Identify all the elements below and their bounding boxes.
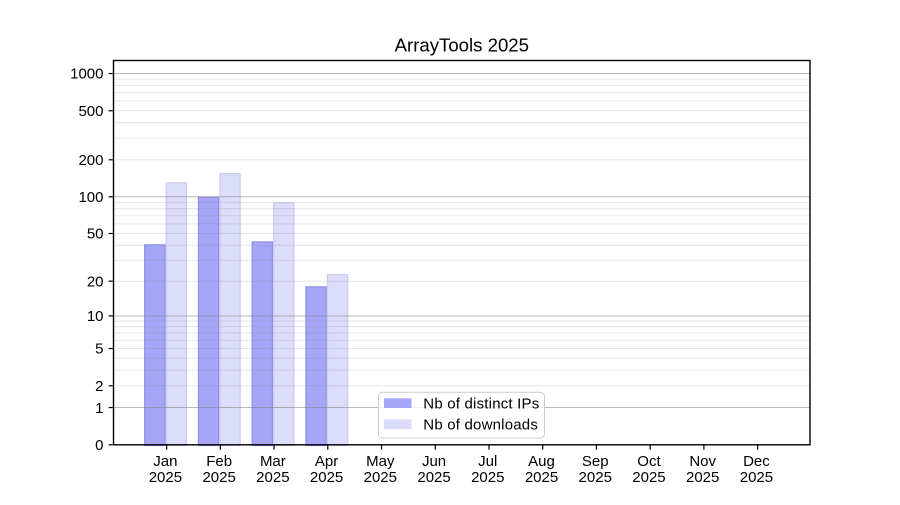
svg-text:2025: 2025 (740, 469, 773, 486)
svg-text:2025: 2025 (579, 469, 612, 486)
svg-text:2025: 2025 (417, 469, 450, 486)
svg-text:5: 5 (95, 341, 103, 358)
svg-text:Mar: Mar (260, 453, 286, 470)
svg-text:Feb: Feb (206, 453, 232, 470)
svg-text:2025: 2025 (256, 469, 289, 486)
svg-text:May: May (366, 453, 395, 470)
svg-text:Aug: Aug (528, 453, 555, 470)
svg-text:500: 500 (78, 103, 103, 120)
svg-text:Jan: Jan (153, 453, 177, 470)
svg-text:Nov: Nov (689, 453, 716, 470)
svg-text:1000: 1000 (70, 66, 103, 83)
svg-text:Dec: Dec (743, 453, 770, 470)
svg-text:Jun: Jun (422, 453, 446, 470)
svg-text:2: 2 (95, 378, 103, 395)
svg-text:10: 10 (87, 308, 104, 325)
svg-text:200: 200 (78, 152, 103, 169)
svg-text:Sep: Sep (582, 453, 609, 470)
svg-text:20: 20 (87, 273, 104, 290)
svg-text:2025: 2025 (632, 469, 665, 486)
svg-text:Nb of downloads: Nb of downloads (423, 417, 538, 434)
svg-text:ArrayTools 2025: ArrayTools 2025 (395, 35, 529, 56)
svg-text:1: 1 (95, 400, 103, 417)
svg-text:2025: 2025 (202, 469, 235, 486)
svg-text:2025: 2025 (471, 469, 504, 486)
svg-text:50: 50 (87, 226, 104, 243)
svg-text:2025: 2025 (686, 469, 719, 486)
svg-text:2025: 2025 (364, 469, 397, 486)
svg-text:2025: 2025 (525, 469, 558, 486)
svg-text:Nb of distinct IPs: Nb of distinct IPs (423, 395, 539, 412)
svg-text:0: 0 (95, 437, 103, 454)
svg-text:2025: 2025 (149, 469, 182, 486)
svg-text:100: 100 (78, 189, 103, 206)
svg-text:Jul: Jul (478, 453, 497, 470)
svg-text:Apr: Apr (315, 453, 338, 470)
svg-text:2025: 2025 (310, 469, 343, 486)
svg-text:Oct: Oct (637, 453, 661, 470)
